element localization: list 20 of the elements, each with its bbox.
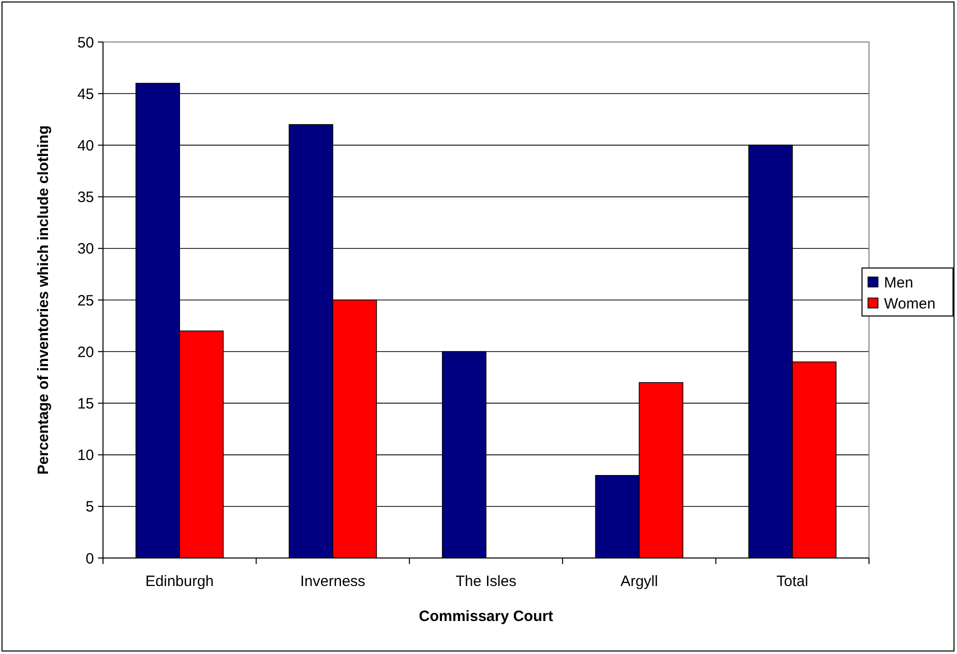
y-tick-label: 15 (77, 395, 94, 412)
x-tick-label: Total (776, 573, 808, 590)
x-tick-label: The Isles (456, 573, 516, 590)
y-tick-label: 20 (77, 344, 94, 361)
x-tick-label: Edinburgh (145, 573, 214, 590)
y-tick-label: 35 (77, 189, 94, 206)
x-tick-label: Inverness (300, 573, 366, 590)
y-tick-label: 40 (77, 137, 94, 154)
y-tick-label: 50 (77, 34, 94, 52)
y-tick-label: 45 (77, 86, 94, 103)
y-axis-title: Percentage of inventories which include clothing (35, 125, 52, 475)
x-axis-title: Commissary Court (418, 608, 554, 625)
y-tick-label: 5 (86, 498, 94, 516)
y-tick-label: 10 (77, 447, 94, 464)
x-tick-label: Argyll (620, 573, 658, 590)
legend-label: Men (884, 274, 914, 292)
legend-label: Women (884, 295, 936, 312)
y-tick-label: 30 (77, 240, 94, 258)
y-tick-label: 0 (86, 550, 94, 568)
y-tick-label: 25 (77, 292, 94, 310)
